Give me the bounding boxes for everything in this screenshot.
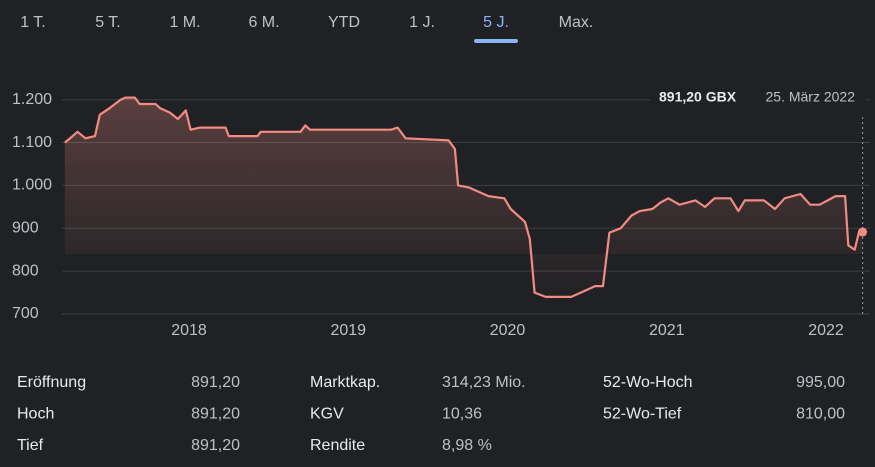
stat-value: 10,36 <box>442 406 482 423</box>
stat-value: 995,00 <box>796 374 845 391</box>
range-tab[interactable]: 1 J. <box>409 14 435 31</box>
x-tick-label: 2021 <box>649 322 685 339</box>
stat-value: 810,00 <box>796 406 845 423</box>
stat-label: 52-Wo-Tief <box>603 406 682 423</box>
stat-label: 52-Wo-Hoch <box>603 374 693 391</box>
tooltip-price: 891,20 GBX <box>659 89 737 105</box>
stat-value: 891,20 <box>191 374 240 391</box>
stat-label: Rendite <box>310 437 365 454</box>
x-tick-label: 2022 <box>808 322 844 339</box>
range-tab[interactable]: 6 M. <box>248 14 279 31</box>
stat-value: 8,98 % <box>442 437 492 454</box>
stat-label: Marktkap. <box>310 374 380 391</box>
y-tick-label: 1.100 <box>12 134 52 151</box>
current-point <box>858 227 868 237</box>
range-tab[interactable]: 5 J. <box>483 14 509 31</box>
x-tick-label: 2020 <box>490 322 526 339</box>
price-line <box>64 96 864 298</box>
tooltip-date: 25. März 2022 <box>766 89 856 105</box>
range-tab[interactable]: YTD <box>328 14 360 31</box>
range-tab[interactable]: 1 T. <box>20 14 46 31</box>
y-tick-label: 1.000 <box>12 177 52 194</box>
range-tab[interactable]: Max. <box>559 14 594 31</box>
range-tab[interactable]: 5 T. <box>95 14 121 31</box>
y-tick-label: 1.200 <box>12 91 52 108</box>
stat-label: Hoch <box>17 406 54 423</box>
stat-value: 891,20 <box>191 437 240 454</box>
x-tick-label: 2018 <box>171 322 207 339</box>
stat-value: 891,20 <box>191 406 240 423</box>
stat-label: KGV <box>310 406 344 423</box>
tooltip-box <box>650 81 866 115</box>
area-fill <box>64 97 863 297</box>
selected-tab-underline <box>474 39 518 43</box>
stat-label: Eröffnung <box>17 374 86 391</box>
x-tick-label: 2019 <box>330 322 366 339</box>
stat-label: Tief <box>17 437 44 454</box>
y-tick-label: 900 <box>12 219 39 236</box>
y-tick-label: 800 <box>12 262 39 279</box>
y-tick-label: 700 <box>12 305 39 322</box>
stat-value: 314,23 Mio. <box>442 374 526 391</box>
range-tab[interactable]: 1 M. <box>169 14 200 31</box>
